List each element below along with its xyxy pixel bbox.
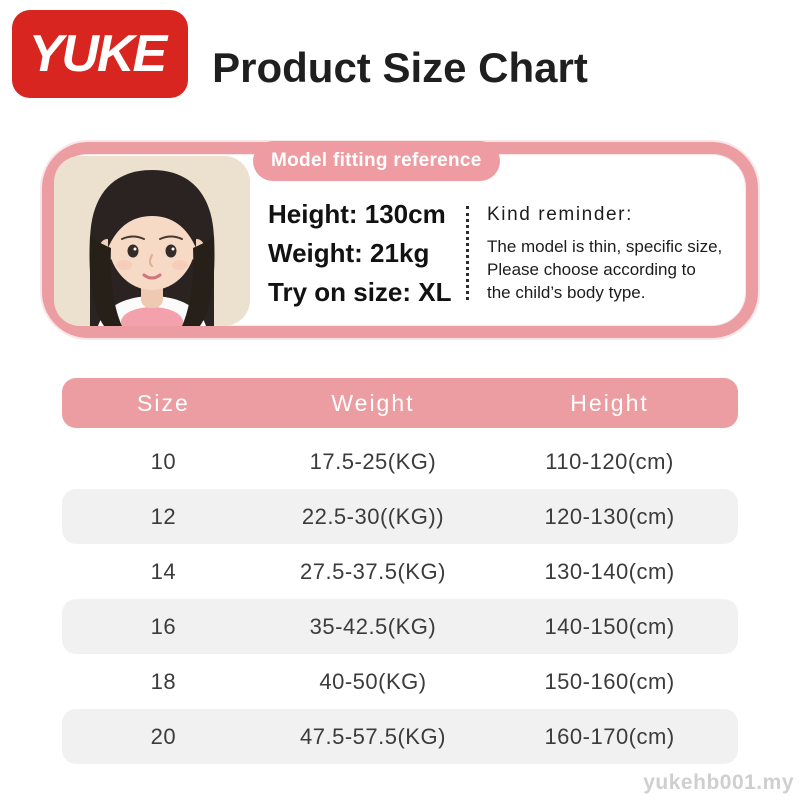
model-try-on-size: Try on size: XL [268,277,452,307]
kind-reminder-line: The model is thin, specific size, [487,237,723,256]
dotted-divider [466,206,469,300]
table-row: 16 35-42.5(KG) 140-150(cm) [62,599,738,654]
cell-height: 160-170(cm) [544,723,675,749]
kind-reminder: Kind reminder: The model is thin, specif… [487,204,745,304]
cell-weight: 40-50(KG) [319,668,427,694]
size-table: Size Weight Height 10 17.5-25(KG) 110-12… [62,378,738,764]
column-header-height: Height [570,389,649,416]
cell-height: 140-150(cm) [544,613,675,639]
model-stats: Height: 130cm Weight: 21kg Try on size: … [268,195,452,312]
cell-size: 20 [150,723,177,749]
seller-watermark: yukehb001.my [643,771,794,794]
model-weight: Weight: 21kg [268,238,430,268]
cell-size: 16 [150,613,177,639]
model-height: Height: 130cm [268,199,446,229]
table-row: 12 22.5-30((KG)) 120-130(cm) [62,489,738,544]
kind-reminder-line: Please choose according to [487,260,696,279]
table-row: 10 17.5-25(KG) 110-120(cm) [62,434,738,489]
table-row: 14 27.5-37.5(KG) 130-140(cm) [62,544,738,599]
size-table-body: 10 17.5-25(KG) 110-120(cm) 12 22.5-30((K… [62,434,738,764]
cell-height: 120-130(cm) [544,503,675,529]
cell-weight: 22.5-30((KG)) [301,503,445,529]
cell-size: 12 [150,503,177,529]
table-row: 18 40-50(KG) 150-160(cm) [62,654,738,709]
cell-height: 150-160(cm) [544,668,675,694]
model-fitting-badge: Model fitting reference [253,141,500,181]
table-row: 20 47.5-57.5(KG) 160-170(cm) [62,709,738,764]
size-table-header: Size Weight Height [62,378,738,428]
model-photo [54,156,250,326]
kind-reminder-line: the child’s body type. [487,283,646,302]
column-header-size: Size [137,389,190,416]
cell-height: 110-120(cm) [545,448,674,474]
page-title: Product Size Chart [212,44,588,91]
model-girl-illustration [89,170,215,326]
cell-size: 14 [150,558,177,584]
column-header-weight: Weight [331,389,415,416]
cell-size: 18 [150,668,177,694]
cell-weight: 35-42.5(KG) [309,613,437,639]
cell-weight: 17.5-25(KG) [309,448,437,474]
cell-height: 130-140(cm) [544,558,675,584]
kind-reminder-title: Kind reminder: [487,204,633,225]
brand-logo: YUKE [12,10,188,98]
cell-weight: 27.5-37.5(KG) [300,558,446,584]
cell-size: 10 [150,448,177,474]
cell-weight: 47.5-57.5(KG) [300,723,446,749]
brand-logo-text: YUKE [28,25,167,83]
